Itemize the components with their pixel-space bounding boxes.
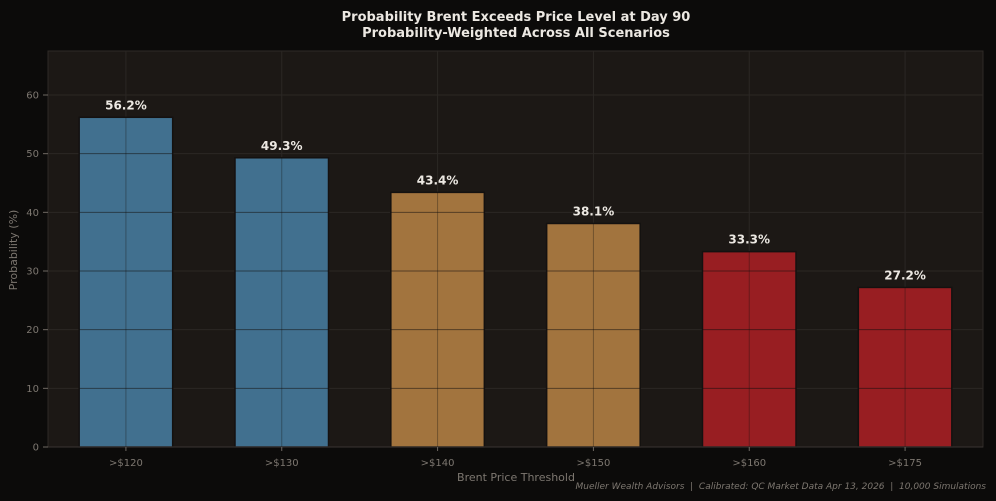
y-axis-label: Probability (%) <box>7 210 20 291</box>
bar <box>234 157 330 448</box>
data-label: 38.1% <box>573 204 615 218</box>
x-tick-label: >$160 <box>732 458 766 469</box>
data-label: 49.3% <box>261 139 303 153</box>
chart-subtitle: Probability-Weighted Across All Scenario… <box>362 26 670 41</box>
data-label: 56.2% <box>105 98 147 112</box>
bar <box>701 250 797 448</box>
y-tick-label: 30 <box>26 267 39 278</box>
x-tick-label: >$130 <box>265 458 299 469</box>
y-tick-label: 20 <box>26 325 39 336</box>
y-tick-label: 50 <box>26 149 39 160</box>
x-tick-label: >$140 <box>421 458 455 469</box>
chart-title: Probability Brent Exceeds Price Level at… <box>342 10 691 25</box>
data-label: 33.3% <box>728 233 770 247</box>
y-tick-label: 40 <box>26 208 39 219</box>
data-label: 43.4% <box>417 173 459 187</box>
x-axis: >$120 >$130 >$140 >$150 >$160 >$175 <box>48 446 983 469</box>
data-labels: 56.2% 49.3% 43.4% 38.1% 33.3% 27.2% <box>105 98 926 282</box>
data-label: 27.2% <box>884 268 926 282</box>
x-tick-label: >$120 <box>109 458 143 469</box>
bars <box>78 116 953 448</box>
bar-grid-overlay <box>79 117 952 447</box>
y-tick-label: 0 <box>33 443 39 454</box>
y-axis: 0 10 20 30 40 50 60 <box>26 91 48 454</box>
footer-note: Mueller Wealth Advisors | Calibrated: QC… <box>576 482 987 492</box>
x-tick-label: >$175 <box>888 458 922 469</box>
y-tick-label: 10 <box>26 384 39 395</box>
plot-area <box>47 50 984 448</box>
bar <box>390 191 486 448</box>
x-tick-label: >$150 <box>577 458 611 469</box>
x-axis-label: Brent Price Threshold <box>457 471 575 484</box>
bar <box>78 116 174 448</box>
y-tick-label: 60 <box>26 91 39 102</box>
